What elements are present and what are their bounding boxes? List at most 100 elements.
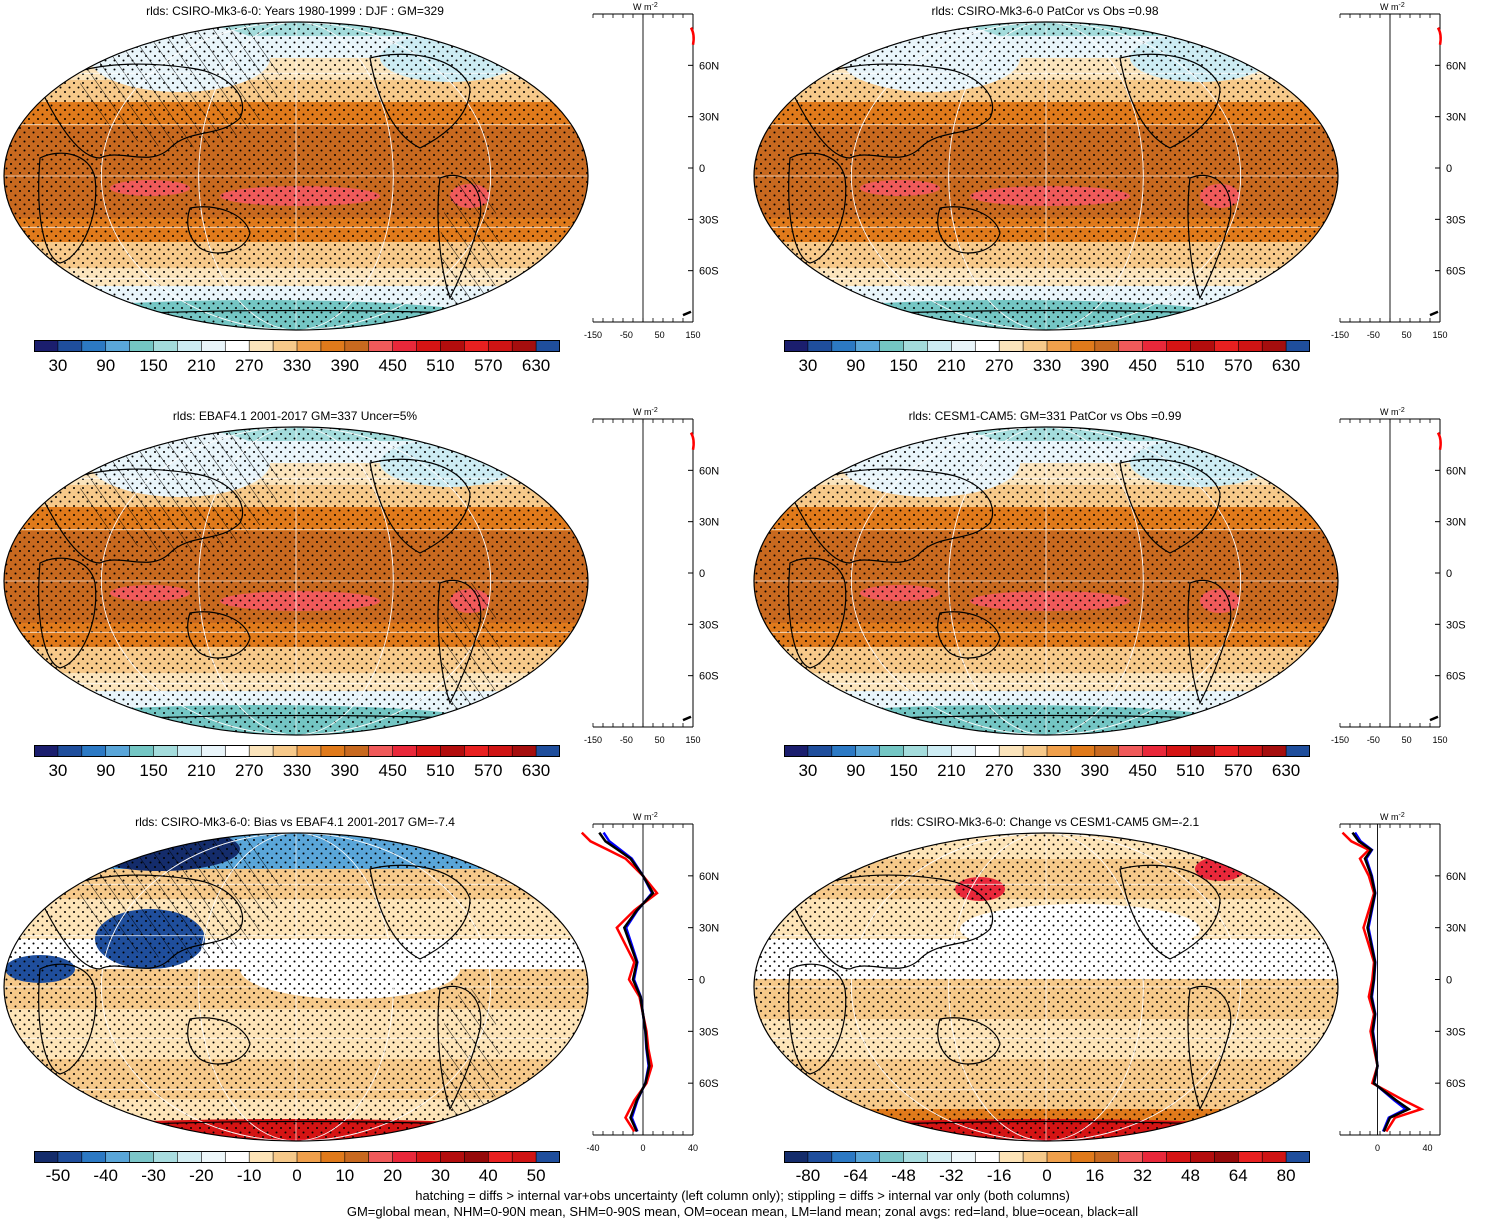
colorbar-swatch xyxy=(344,340,370,352)
colorbar-swatch xyxy=(201,745,226,757)
zonal-plot-4: W m-2 60N 30N 0 30S 60S -150 -50 50 150 xyxy=(1331,407,1466,746)
colorbar-labels-1: 30 90 150 210 270 330 390 450 510 570 630 xyxy=(34,356,560,378)
colorbar-tick-label: 0 xyxy=(292,1166,302,1185)
zonal-lat-label: 0 xyxy=(699,568,705,580)
coastline xyxy=(789,63,994,159)
panel-title-4: rlds: CESM1-CAM5: GM=331 PatCor vs Obs =… xyxy=(908,409,1182,423)
colorbar-swatch xyxy=(1262,1151,1287,1163)
zonal-lat-label: 30S xyxy=(699,214,719,226)
colorbar-tick-label: 450 xyxy=(1128,356,1157,375)
coastline xyxy=(1119,458,1221,554)
zonal-lat-label: 30N xyxy=(699,112,719,124)
colorbar-swatch xyxy=(536,745,560,757)
colorbar-tick-label: -50 xyxy=(45,1166,71,1185)
colorbar-tick-label: 90 xyxy=(96,761,116,780)
colorbar-swatch xyxy=(297,745,322,757)
zonal-x-tick-label: 50 xyxy=(1402,735,1412,745)
colorbar-tick-label: 16 xyxy=(1085,1166,1105,1185)
zonal-lat-label: 60S xyxy=(699,266,719,278)
colorbar-swatch xyxy=(1142,745,1168,757)
colorbar-swatch xyxy=(1190,340,1215,352)
colorbar-4 xyxy=(784,745,1310,757)
colorbar-swatch xyxy=(416,340,441,352)
colorbar-swatch xyxy=(57,340,83,352)
colorbar-swatch xyxy=(464,745,489,757)
colorbar-swatch xyxy=(512,1151,537,1163)
zonal-land-curve xyxy=(689,27,695,46)
zonal-x-tick-label: 40 xyxy=(1422,1143,1432,1153)
coastline xyxy=(369,458,471,554)
colorbar-swatch xyxy=(1094,340,1120,352)
zonal-lat-label: 30N xyxy=(1446,923,1466,935)
colorbar-swatch xyxy=(1070,745,1096,757)
zonal-all-curve xyxy=(682,715,692,722)
colorbar-tick-label: 570 xyxy=(1224,356,1253,375)
footer-caption-line1: hatching = diffs > internal var+obs unce… xyxy=(415,1188,1070,1203)
coastline xyxy=(437,985,482,1111)
colorbar-swatch xyxy=(1023,745,1048,757)
colorbar-tick-label: 30 xyxy=(48,356,68,375)
zonal-plot-2: W m-2 60N 30N 0 30S 60S -150 -50 50 150 xyxy=(1331,2,1466,341)
panel-title-5: rlds: CSIRO-Mk3-6-0: Bias vs EBAF4.1 200… xyxy=(135,815,455,829)
colorbar-swatch xyxy=(464,340,489,352)
map-panel-2 xyxy=(753,21,1339,331)
colorbar-tick-label: 210 xyxy=(187,356,216,375)
colorbar-swatch xyxy=(81,1151,107,1163)
coastline xyxy=(937,1017,1001,1065)
colorbar-swatch xyxy=(1023,1151,1048,1163)
zonal-plot-5: W m-2 60N 30N 0 30S 60S -40 0 40 xyxy=(580,812,719,1153)
zonal-lat-label: 30N xyxy=(1446,112,1466,124)
colorbar-swatch xyxy=(512,745,537,757)
colorbar-tick-label: 570 xyxy=(1224,761,1253,780)
zonal-x-tick-label: 150 xyxy=(685,735,700,745)
coastline xyxy=(788,557,847,669)
colorbar-swatch xyxy=(440,745,465,757)
zonal-x-tick-label: 50 xyxy=(655,330,665,340)
colorbar-swatch xyxy=(488,340,513,352)
colorbar-swatch xyxy=(951,340,976,352)
colorbar-tick-label: 80 xyxy=(1276,1166,1296,1185)
colorbar-swatch xyxy=(807,340,833,352)
colorbar-tick-label: 450 xyxy=(1128,761,1157,780)
colorbar-swatch xyxy=(153,340,178,352)
zonal-lat-label: 60S xyxy=(699,1078,719,1090)
coastline xyxy=(437,174,482,300)
colorbar-tick-label: 210 xyxy=(187,761,216,780)
colorbar-swatch xyxy=(831,745,857,757)
coastline xyxy=(187,206,251,254)
zonal-lat-label: 60S xyxy=(1446,671,1466,683)
colorbar-swatch xyxy=(320,745,346,757)
colorbar-swatch xyxy=(392,340,418,352)
zonal-x-tick-label: -150 xyxy=(1331,735,1349,745)
colorbar-swatch xyxy=(201,1151,226,1163)
colorbar-swatch xyxy=(879,745,905,757)
colorbar-swatch xyxy=(1047,745,1072,757)
zonal-land-curve xyxy=(689,432,695,451)
colorbar-labels-5: -50 -40 -30 -20 -10 0 10 20 30 40 50 xyxy=(34,1166,560,1188)
colorbar-tick-label: 30 xyxy=(798,356,818,375)
colorbar-tick-label: 10 xyxy=(335,1166,355,1185)
colorbar-swatch xyxy=(153,1151,178,1163)
colorbar-tick-label: 270 xyxy=(984,761,1014,780)
colorbar-swatch xyxy=(392,1151,418,1163)
colorbar-swatch xyxy=(1094,1151,1120,1163)
colorbar-tick-label: -80 xyxy=(795,1166,821,1185)
colorbar-swatch xyxy=(807,1151,833,1163)
map-panel-3 xyxy=(3,426,589,736)
colorbar-swatch xyxy=(201,340,226,352)
zonal-x-tick-label: -50 xyxy=(620,330,633,340)
colorbar-swatch xyxy=(440,340,465,352)
colorbar-tick-label: 630 xyxy=(1271,356,1301,375)
colorbar-tick-label: 150 xyxy=(889,356,918,375)
colorbar-swatch xyxy=(129,1151,155,1163)
hatch-overlay xyxy=(440,583,500,723)
colorbar-swatch xyxy=(225,1151,250,1163)
colorbar-tick-label: 510 xyxy=(1176,356,1205,375)
coastline xyxy=(437,579,482,705)
coastline xyxy=(39,63,244,159)
colorbar-swatch xyxy=(951,745,976,757)
colorbar-labels-4: 30 90 150 210 270 330 390 450 510 570 630 xyxy=(784,761,1310,783)
colorbar-swatch xyxy=(1023,340,1048,352)
colorbar-tick-label: 630 xyxy=(1271,761,1301,780)
zonal-lat-label: 30S xyxy=(1446,1026,1466,1038)
